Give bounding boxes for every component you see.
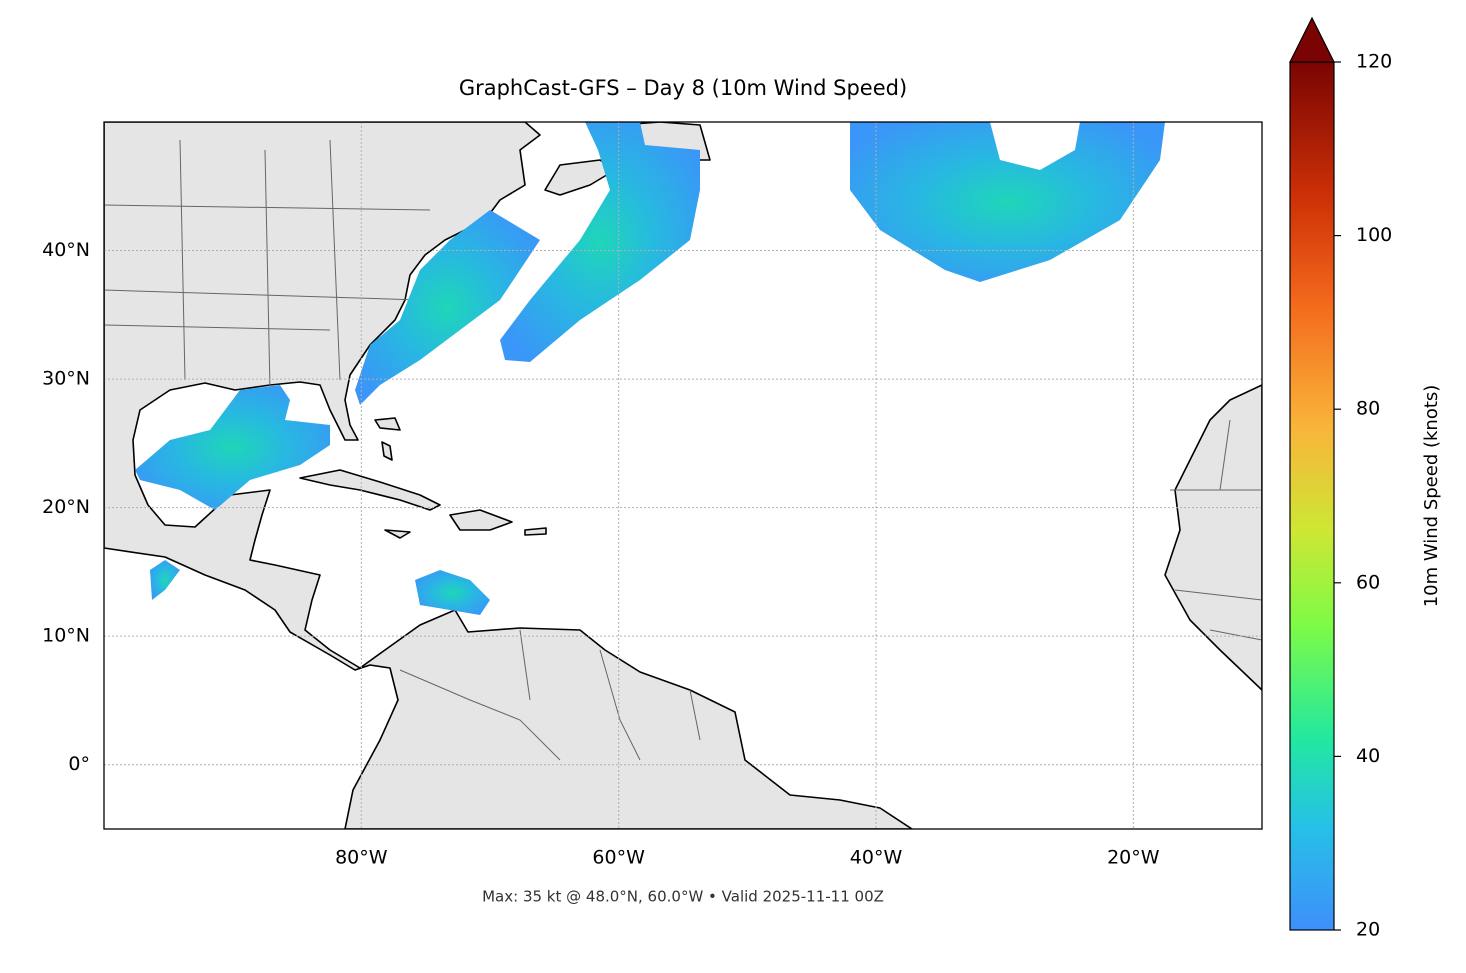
map-layer xyxy=(104,122,1262,829)
nova-scotia xyxy=(544,159,616,196)
colorbar-tick-label: 60 xyxy=(1356,571,1380,593)
x-tick-label: 60°W xyxy=(592,847,645,869)
y-tick-label: 10°N xyxy=(42,625,90,647)
wind-caribbean xyxy=(415,570,490,615)
x-tick-label: 80°W xyxy=(335,847,388,869)
bahamas xyxy=(374,417,401,461)
x-tick-label: 40°W xyxy=(850,847,903,869)
grid xyxy=(104,122,1262,829)
chart-title: GraphCast-GFS – Day 8 (10m Wind Speed) xyxy=(459,76,907,100)
y-tick-label: 20°N xyxy=(42,496,90,518)
cuba xyxy=(299,469,441,511)
y-tick-label: 0° xyxy=(68,753,90,775)
colorbar-extend xyxy=(1289,16,1335,63)
wind-pacific xyxy=(150,560,180,600)
colorbar: 10m Wind Speed (knots) 20 40 60 80 100 120 xyxy=(1289,16,1442,941)
y-tick-label: 40°N xyxy=(42,239,90,261)
africa xyxy=(1164,384,1262,691)
borders xyxy=(104,139,1262,761)
ticks: 80°W 60°W 40°W 20°W 0° 10°N 20°N 30°N 40°N xyxy=(42,239,1160,868)
colorbar-tick-label: 100 xyxy=(1356,224,1392,246)
y-tick-label: 30°N xyxy=(42,368,90,390)
colorbar-tick-label: 20 xyxy=(1356,919,1380,941)
hispaniola xyxy=(449,509,513,531)
americas xyxy=(104,122,913,829)
colorbar-tick-label: 40 xyxy=(1356,745,1380,767)
wind-gulf xyxy=(135,385,330,510)
wind-stream xyxy=(500,122,700,362)
footer-annotation: Max: 35 kt @ 48.0°N, 60.0°W • Valid 2025… xyxy=(482,888,884,906)
colorbar-tick-label: 120 xyxy=(1356,51,1392,73)
plot-frame xyxy=(103,121,1263,830)
wind-northeast xyxy=(850,122,1165,282)
wind-east-coast xyxy=(355,210,540,405)
colorbar-tick-label: 80 xyxy=(1356,398,1380,420)
colorbar-body xyxy=(1289,61,1335,931)
colorbar-label: 10m Wind Speed (knots) xyxy=(1421,385,1442,608)
puerto-rico xyxy=(524,527,547,536)
jamaica xyxy=(384,529,411,539)
x-tick-label: 20°W xyxy=(1107,847,1160,869)
